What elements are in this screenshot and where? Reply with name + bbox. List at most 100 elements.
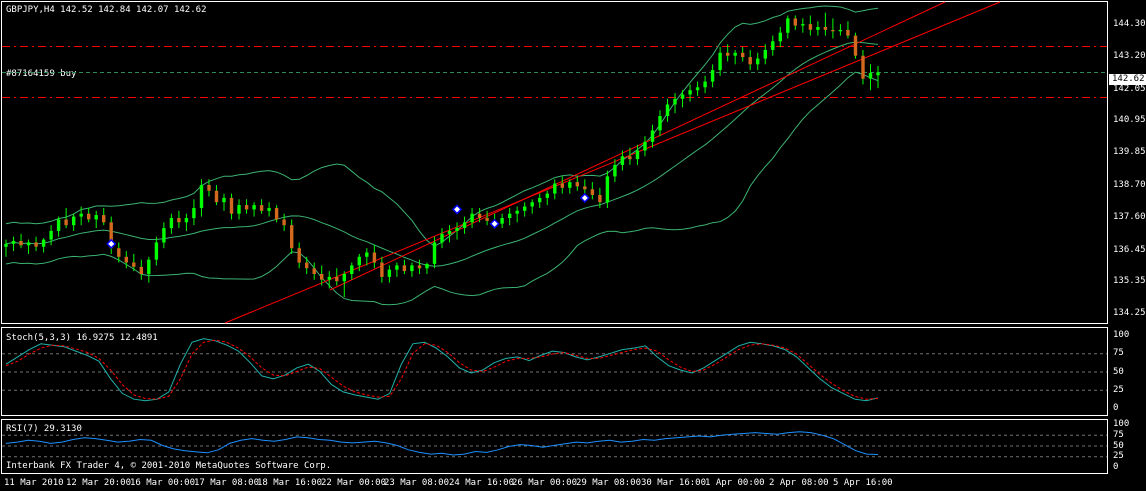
time-tick: 23 Mar 08:00 [384,478,450,488]
rsi-tick: 0 [1113,462,1119,472]
candle-body [748,57,752,65]
stoch-tick: 100 [1113,330,1130,340]
candle-body [79,213,83,217]
price-tick: 140.95 [1113,115,1146,126]
time-tick: 18 Mar 16:00 [257,478,323,488]
rsi-tick: 50 [1113,440,1124,451]
candle-body [763,50,767,59]
candle-body [64,219,68,226]
price-tick: 138.70 [1113,179,1146,190]
candle-body [117,248,121,257]
signal-marker-icon [489,218,500,229]
candle-body [357,256,361,266]
main-panel-frame [1,1,1108,324]
candle-body [402,265,407,272]
candle-body [673,98,677,105]
candle-body [274,208,279,220]
candle-body [665,104,670,116]
candle-body [741,52,745,58]
time-tick: 11 Mar 2010 [4,478,64,488]
time-tick: 2 Apr 08:00 [769,478,829,488]
candle-body [515,210,519,214]
price-tick: 135.35 [1113,276,1146,287]
price-tick: 136.45 [1113,244,1146,255]
candle-body [244,205,249,210]
stoch-tick: 50 [1113,366,1124,377]
candle-body [575,182,579,187]
candle-body [177,218,181,223]
time-tick: 12 Mar 20:00 [66,478,132,488]
rsi-tick: 75 [1113,429,1124,440]
candle-body [703,81,707,88]
candle-body [447,230,452,234]
candle-body [19,241,23,246]
candle-body [305,262,309,269]
candle-body [56,219,61,231]
candle-body [154,242,159,260]
chart-title: GBPJPY,H4 142.52 142.84 142.07 142.62 [6,5,207,15]
candle-body [680,94,685,99]
candle-body [568,182,572,188]
candle-body [26,242,31,246]
stoch-label: Stoch(5,3,3) 16.9275 12.4891 [6,333,158,343]
candle-body [320,274,324,280]
candle-body [538,197,542,203]
candle-body [365,252,369,257]
rsi-panel-frame [1,419,1108,474]
candle-body [598,195,602,203]
candle-body [718,52,722,70]
candle-body [658,116,662,131]
candle-body [72,216,76,226]
candle-body [425,264,429,269]
candle-body [695,87,700,91]
time-tick: 1 Apr 00:00 [705,478,765,488]
candle-body [823,27,828,30]
rsi-line [5,431,879,456]
candle-body [861,55,865,79]
time-tick: 29 Mar 08:00 [576,478,642,488]
candle-body [297,248,301,263]
candle-body [605,176,610,203]
candle-body [816,27,820,30]
candle-body [199,185,204,208]
candle-body [41,239,46,247]
candle-body [192,208,196,219]
signal-marker-icon [451,204,463,215]
time-tick: 22 Mar 00:00 [321,478,387,488]
candle-body [485,218,489,221]
candle-body [756,58,760,65]
candle-body [786,18,790,33]
rsi-tick: 25 [1113,451,1124,462]
candle-body [102,215,106,223]
candle-body [440,233,444,243]
time-tick: 30 Mar 16:00 [641,478,707,488]
candle-body [853,35,858,56]
stoch-main-line [5,338,879,402]
candle-body [342,274,346,282]
candle-body [139,266,143,275]
price-tick: 143.20 [1113,50,1146,61]
bollinger-upper [5,5,879,247]
time-tick: 26 Mar 00:00 [512,478,578,488]
candle-body [523,206,527,211]
candle-body [4,243,8,247]
price-tick: 144.30 [1113,19,1146,30]
candle-body [432,242,437,264]
candle-body [470,213,474,223]
candle-body [312,268,316,274]
rsi-label: RSI(7) 29.3130 [6,424,82,434]
stoch-tick: 25 [1113,384,1124,395]
candle-body [455,228,459,231]
candle-body [545,193,549,198]
candle-body [793,18,797,26]
price-tick: 134.25 [1113,307,1146,318]
candle-body [560,183,564,188]
time-tick: 24 Mar 16:00 [449,478,515,488]
candle-body [846,29,850,36]
candle-body [530,202,534,207]
candle-body [635,150,640,160]
candle-body [335,276,339,282]
candle-body [395,265,399,270]
candle-body [643,141,647,151]
